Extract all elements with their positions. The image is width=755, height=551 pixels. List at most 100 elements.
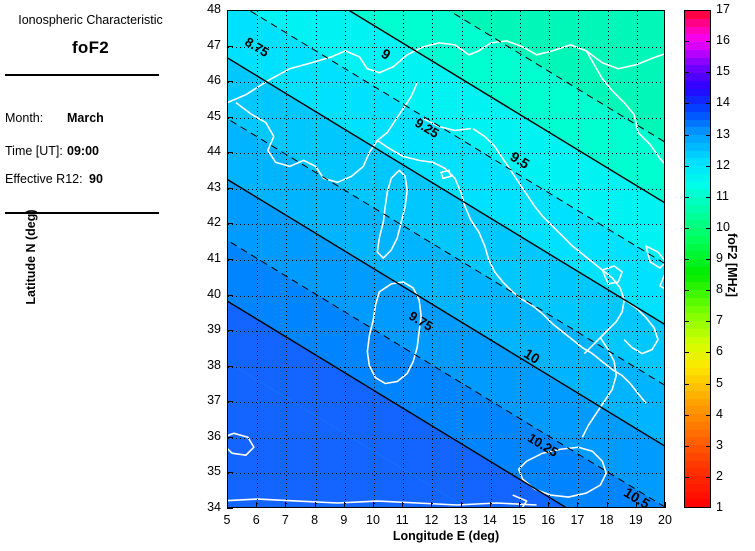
x-tick <box>548 502 550 508</box>
x-tick <box>285 502 287 508</box>
gridline-vertical <box>257 11 259 507</box>
map-plot-area: 8.75 9 9.25 9.5 9.75 10 10.25 10.5 <box>227 10 665 508</box>
colorbar-tick <box>706 165 711 167</box>
colorbar-tick <box>684 476 689 478</box>
x-tick <box>519 502 520 508</box>
colorbar-tick <box>684 259 689 260</box>
colorbar-tick-label: 13 <box>716 126 730 141</box>
y-tick <box>227 401 233 403</box>
x-tick-label: 7 <box>281 513 289 527</box>
colorbar-segment <box>685 445 710 455</box>
colorbar-tick-label: 8 <box>716 282 723 297</box>
colorbar-segment <box>685 42 710 52</box>
colorbar-segment <box>685 476 710 486</box>
colorbar-segment <box>685 26 710 36</box>
colorbar-segment <box>685 375 710 385</box>
colorbar-segment <box>685 305 710 315</box>
field-month: Month: March <box>5 111 104 125</box>
colorbar-segment <box>685 34 710 44</box>
x-tick-label: 13 <box>453 513 468 527</box>
colorbar-tick <box>684 383 689 385</box>
colorbar-tick <box>684 321 689 323</box>
colorbar-segment <box>685 359 710 370</box>
contour-label-8-75: 8.75 <box>242 33 272 60</box>
gridline-vertical <box>403 11 405 507</box>
colorbar-tick-label: 12 <box>716 157 730 172</box>
colorbar-tick-label: 6 <box>716 344 723 359</box>
colorbar-title: foF2 [MHz] <box>725 233 739 297</box>
colorbar-tick-label: 15 <box>716 64 730 79</box>
colorbar-segment <box>685 251 710 261</box>
colorbar-segment <box>685 313 710 323</box>
colorbar-tick <box>706 72 711 74</box>
colorbar-tick <box>684 352 689 354</box>
contour-label-10: 10 <box>520 345 543 367</box>
field-month-value: March <box>67 111 104 125</box>
y-tick-label: 40 <box>207 286 221 301</box>
colorbar-segment <box>685 259 710 269</box>
colorbar-tick <box>684 445 689 447</box>
field-r12-label: Effective R12: <box>5 172 83 186</box>
y-tick-label: 39 <box>207 322 221 337</box>
gridline-vertical <box>374 11 375 507</box>
colorbar-tick <box>706 445 711 447</box>
y-tick <box>227 294 233 296</box>
gridline-vertical <box>286 11 288 507</box>
colorbar-segment <box>685 321 710 331</box>
colorbar-segment <box>685 135 710 145</box>
gridline-horizontal <box>228 153 664 155</box>
x-tick <box>635 502 637 508</box>
y-tick <box>227 223 233 225</box>
field-r12: Effective R12: 90 <box>5 172 103 186</box>
y-tick <box>227 365 233 367</box>
colorbar-tick-label: 16 <box>716 33 730 48</box>
x-tick-label: 11 <box>395 513 409 527</box>
y-tick <box>227 436 233 438</box>
colorbar <box>684 10 711 508</box>
divider-top <box>5 74 159 76</box>
gridline-horizontal <box>228 331 664 333</box>
x-tick <box>460 502 462 508</box>
contour-labels: 8.75 9 9.25 9.5 9.75 10 10.25 10.5 <box>228 11 664 507</box>
colorbar-tick <box>706 227 711 229</box>
colorbar-tick-label: 9 <box>716 251 723 265</box>
colorbar-segment <box>685 181 710 191</box>
contour-label-9: 9 <box>378 44 394 63</box>
colorbar-segment <box>685 383 710 393</box>
colorbar-segment <box>685 274 710 284</box>
x-tick-label: 18 <box>599 513 614 527</box>
x-tick-label: 15 <box>512 513 526 527</box>
gridline-vertical <box>432 11 434 507</box>
colorbar-segment <box>685 421 710 432</box>
colorbar-segment <box>685 243 710 253</box>
colorbar-tick <box>684 103 689 105</box>
gridline-vertical <box>578 11 580 507</box>
colorbar-tick <box>684 41 689 43</box>
colorbar-tick <box>706 259 711 260</box>
colorbar-tick-label: 1 <box>716 500 723 514</box>
x-tick <box>665 502 666 508</box>
colorbar-segment <box>685 150 710 160</box>
colorbar-tick <box>706 383 711 385</box>
gridline-vertical <box>549 11 551 507</box>
colorbar-segment <box>685 297 710 308</box>
colorbar-segment <box>685 189 710 199</box>
colorbar-segment <box>685 166 710 176</box>
colorbar-segment <box>685 104 710 114</box>
x-tick-label: 19 <box>628 513 643 527</box>
x-tick <box>373 502 374 508</box>
colorbar-tick <box>706 196 711 198</box>
colorbar-segment <box>685 11 710 21</box>
gridline-vertical <box>344 11 346 507</box>
colorbar-tick <box>684 134 689 136</box>
colorbar-tick-label: 11 <box>716 188 729 203</box>
gridline-horizontal <box>228 473 664 475</box>
gridline-horizontal <box>228 224 664 226</box>
colorbar-tick <box>706 134 711 136</box>
y-tick <box>227 10 233 11</box>
gridline-vertical <box>520 11 521 507</box>
contour-label-9-75: 9.75 <box>405 307 436 334</box>
colorbar-segment <box>685 437 710 447</box>
colorbar-segment <box>685 328 710 339</box>
y-tick-label: 37 <box>207 393 221 408</box>
